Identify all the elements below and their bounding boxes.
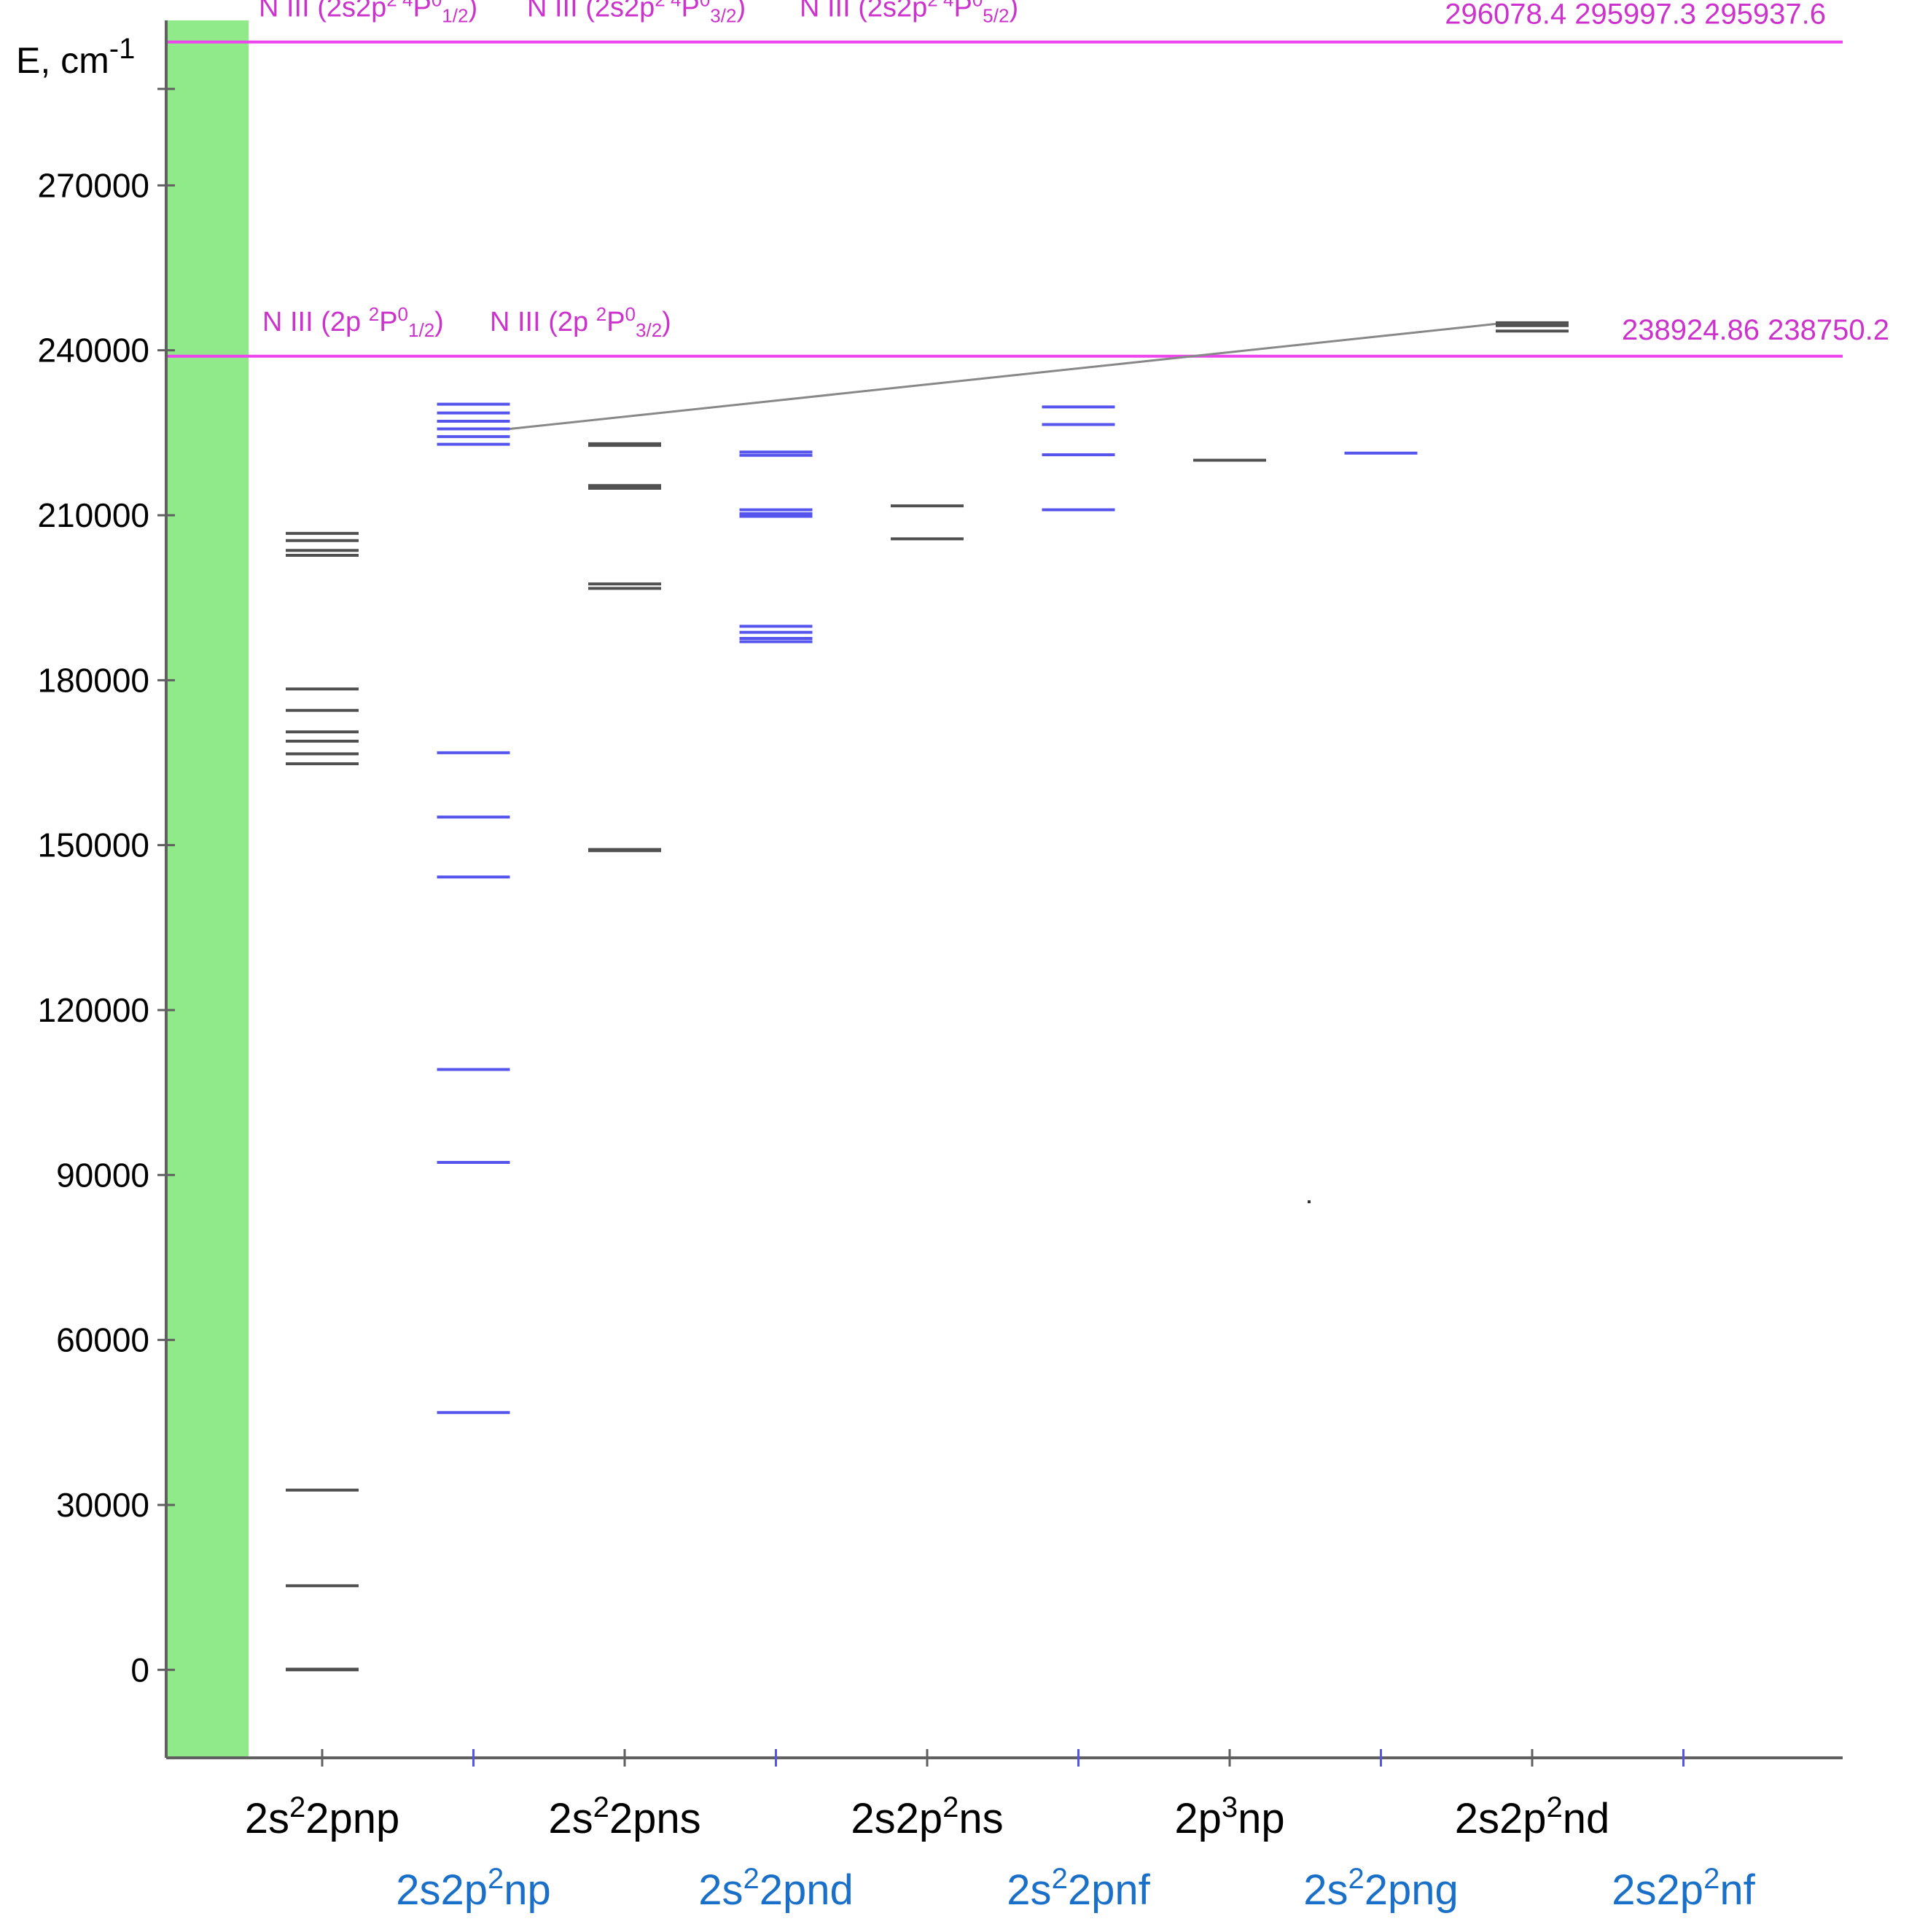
column-label: 2s2p2nd — [1455, 1791, 1610, 1842]
ionization-limit-label: N III (2s2p2 4P01/2) — [259, 0, 477, 27]
y-tick-label: 210000 — [38, 496, 150, 534]
y-tick-label: 120000 — [38, 991, 150, 1029]
ionization-limit-label: N III (2s2p2 4P03/2) — [527, 0, 746, 27]
stray-dot — [1308, 1200, 1311, 1203]
y-tick-label: 270000 — [38, 166, 150, 204]
ionization-limit-values: 238924.86 238750.2 — [1622, 314, 1889, 346]
ionization-limit-label: N III (2s2p2 4P05/2) — [800, 0, 1018, 27]
column-label: 2s2p2ns — [851, 1791, 1003, 1842]
connector-line — [510, 322, 1496, 431]
ionization-limit-label: N III (2p 2P03/2) — [490, 303, 671, 341]
column-label: 2s22pnf — [1007, 1863, 1150, 1914]
y-tick-label: 30000 — [56, 1486, 149, 1524]
column-label: 2s22pnd — [698, 1863, 854, 1914]
column-label: 2s22pns — [548, 1791, 700, 1842]
column-label: 2s22png — [1303, 1863, 1459, 1914]
y-tick-label: 90000 — [56, 1156, 149, 1194]
ionization-limit-label: N III (2p 2P01/2) — [262, 303, 444, 341]
column-label: 2s2p2np — [396, 1863, 551, 1914]
y-tick-label: 180000 — [38, 661, 150, 699]
y-tick-label: 60000 — [56, 1321, 149, 1359]
y-ticks: 270000 240000 210000 180000 150000 120000 9000… — [38, 87, 175, 1689]
left-band — [166, 20, 249, 1758]
y-axis-label: E, cm-1 — [16, 33, 135, 81]
y-tick-label: 150000 — [38, 826, 150, 864]
connector-lines — [510, 322, 1496, 431]
y-tick-label: 0 — [130, 1651, 149, 1689]
column-label: 2p3np — [1174, 1791, 1284, 1842]
ionization-limits: N III (2s2p2 4P01/2) N III (2s2p2 4P03/2)… — [166, 0, 1889, 358]
energy-levels — [286, 321, 1569, 1672]
axes — [165, 20, 1843, 1759]
column-labels: 2s22pnp2s2p2np2s22pns2s22pnd2s2p2ns2s22p… — [245, 1791, 1756, 1914]
column-label: 2s2p2nf — [1612, 1863, 1755, 1914]
column-label: 2s22pnp — [245, 1791, 400, 1842]
y-tick-label: 240000 — [38, 332, 150, 369]
ionization-limit-values: 296078.4 295997.3 295937.6 — [1445, 0, 1826, 31]
x-ticks — [321, 1749, 1684, 1767]
